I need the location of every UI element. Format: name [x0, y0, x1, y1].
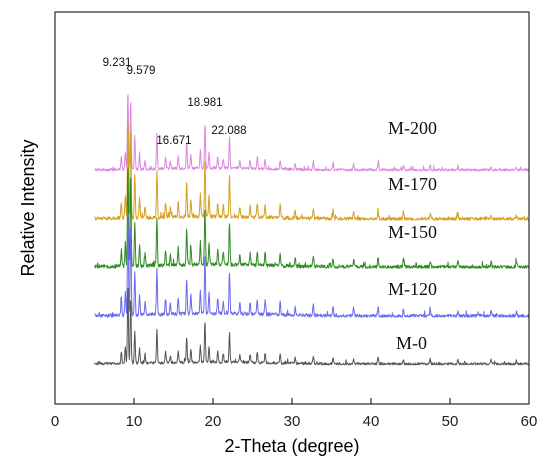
- series-layer: [94, 94, 530, 366]
- peak-label: 18.981: [187, 97, 222, 109]
- x-axis-title: 2-Theta (degree): [224, 436, 359, 456]
- series-line-m-150: [94, 166, 530, 269]
- series-line-m-120: [94, 214, 530, 318]
- series-label-m-120: M-120: [388, 279, 437, 299]
- series-line-m-0: [94, 287, 530, 366]
- series-label-m-170: M-170: [388, 174, 437, 194]
- peak-label: 16.671: [156, 135, 191, 147]
- x-tick-label: 10: [126, 413, 143, 430]
- x-tick-label: 30: [284, 413, 301, 430]
- series-label-m-0: M-0: [396, 333, 427, 353]
- x-tick-label: 20: [205, 413, 222, 430]
- series-line-m-170: [94, 120, 530, 221]
- x-tick-label: 60: [521, 413, 538, 430]
- peak-label: 9.579: [127, 65, 156, 77]
- y-axis-title: Relative Intensity: [18, 139, 38, 276]
- x-tick-label: 0: [51, 413, 59, 430]
- x-ticks: 0 10 20 30 40 50 60: [51, 398, 538, 430]
- peak-label: 9.231: [103, 57, 132, 69]
- series-line-m-200: [94, 94, 530, 172]
- x-tick-label: 40: [363, 413, 380, 430]
- x-tick-label: 50: [442, 413, 459, 430]
- series-label-m-150: M-150: [388, 222, 437, 242]
- peak-label: 22.088: [211, 125, 246, 137]
- series-label-m-200: M-200: [388, 118, 437, 138]
- series-labels: M-200 M-170 M-150 M-120 M-0: [388, 118, 437, 353]
